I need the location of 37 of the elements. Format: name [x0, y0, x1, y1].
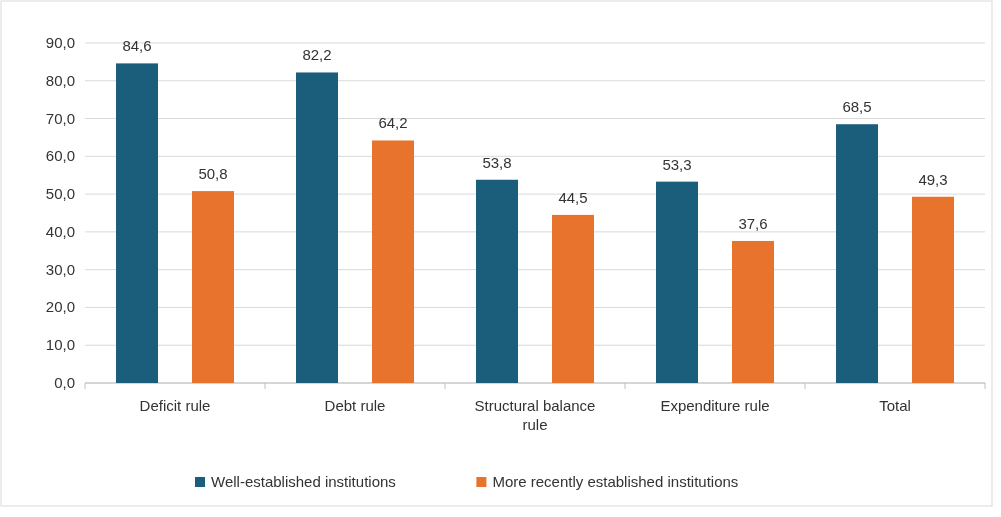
data-label: 53,3 — [662, 155, 692, 173]
bar — [836, 124, 878, 383]
data-label: 49,3 — [918, 170, 948, 188]
bar — [732, 240, 774, 383]
y-tick-label: 60,0 — [45, 147, 75, 165]
legend-label: More recently established institutions — [492, 473, 739, 490]
data-label: 82,2 — [302, 46, 332, 64]
data-label: 64,2 — [378, 114, 408, 132]
data-label: 50,8 — [198, 165, 228, 183]
bar — [192, 191, 234, 383]
bar — [656, 181, 698, 383]
data-label: 44,5 — [558, 188, 588, 206]
x-tick-label: Structural balance rule — [474, 397, 596, 433]
x-tick-label: Total — [879, 397, 911, 414]
bar — [912, 196, 954, 383]
y-tick-label: 20,0 — [45, 298, 75, 316]
data-label: 37,6 — [738, 214, 768, 232]
legend-label: Well-established institutions — [211, 473, 396, 490]
y-tick-label: 10,0 — [45, 336, 75, 354]
y-tick-label: 40,0 — [45, 222, 75, 240]
y-tick-label: 70,0 — [45, 109, 75, 127]
x-tick-label: Expenditure rule — [660, 397, 770, 414]
y-tick-label: 50,0 — [45, 185, 75, 203]
y-tick-label: 80,0 — [45, 71, 75, 89]
x-tick-label: Deficit rule — [139, 397, 211, 414]
data-label: 53,8 — [482, 153, 512, 171]
y-tick-label: 90,0 — [45, 34, 75, 51]
data-label: 68,5 — [842, 98, 872, 116]
y-tick-label: 0,0 — [54, 374, 75, 391]
bar — [552, 214, 594, 383]
x-tick-label: Debt rule — [324, 397, 386, 414]
y-tick-label: 30,0 — [45, 260, 75, 278]
bar — [476, 179, 518, 383]
data-label: 84,6 — [122, 37, 152, 55]
bar — [296, 72, 338, 383]
bar — [372, 140, 414, 383]
bar — [116, 63, 158, 383]
